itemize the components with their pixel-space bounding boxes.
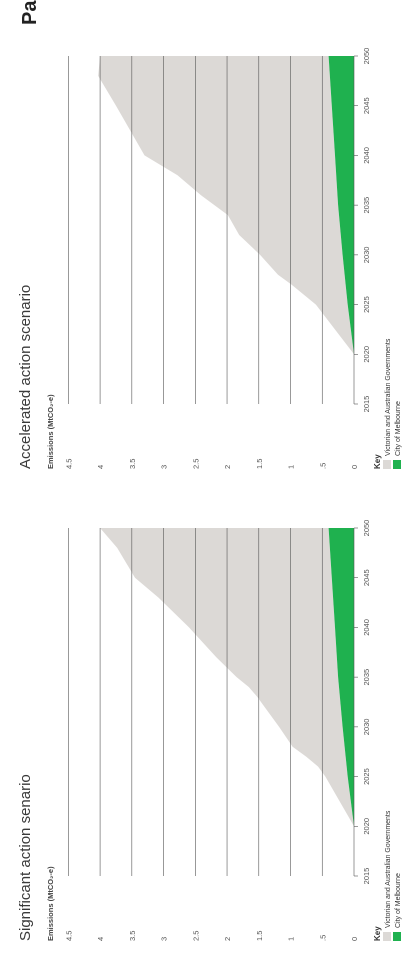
legend-swatch-victorian-australian-governments [383, 932, 391, 941]
y-tick-label: 1.5 [255, 459, 264, 469]
y-tick-label: 1 [287, 465, 296, 469]
y-tick-label: 2 [223, 465, 232, 469]
x-tick-label: 2025 [362, 296, 371, 313]
y-tick-label: 2.5 [191, 931, 200, 941]
x-tick-label: 2015 [362, 868, 371, 885]
legend-label: City of Melbourne [395, 401, 402, 456]
x-tick-label: 2020 [362, 818, 371, 835]
y-tick-label: 3 [160, 937, 169, 941]
x-tick-label: 2030 [362, 247, 371, 264]
x-tick-label: 2020 [362, 346, 371, 363]
y-tick-label: 1.5 [255, 931, 264, 941]
legend-title: Key [373, 454, 382, 469]
y-tick-label: 0 [350, 465, 359, 469]
y-axis-label: Emissions (MtCO₂-e) [46, 866, 55, 941]
x-tick-label: 2030 [362, 719, 371, 736]
x-tick-label: 2035 [362, 669, 371, 686]
y-tick-label: 3.5 [128, 931, 137, 941]
y-tick-label: 4 [96, 937, 105, 941]
y-tick-label: .5 [318, 463, 327, 469]
x-tick-label: 2025 [362, 768, 371, 785]
legend-swatch-city-of-melbourne [393, 932, 401, 941]
x-tick-label: 2040 [362, 147, 371, 164]
legend-label: Victorian and Australian Governments [385, 338, 392, 456]
legend-title: Key [373, 926, 382, 941]
legend-label: City of Melbourne [395, 873, 402, 928]
y-tick-label: .5 [318, 935, 327, 941]
legend-swatch-city-of-melbourne [393, 460, 401, 469]
page-heading-fragment: Pa [19, 0, 41, 25]
area-series-city-of-melbourne [328, 56, 354, 355]
legend-label: Victorian and Australian Governments [385, 810, 392, 928]
x-tick-label: 2050 [362, 520, 371, 537]
y-tick-label: 2.5 [191, 459, 200, 469]
area-series-victorian-australian-governments [98, 56, 354, 355]
area-series-city-of-melbourne [328, 528, 354, 827]
x-tick-label: 2050 [362, 48, 371, 65]
x-tick-label: 2045 [362, 97, 371, 114]
chart-title: Accelerated action scenario [17, 285, 34, 469]
y-tick-label: 0 [350, 937, 359, 941]
y-tick-label: 3 [160, 465, 169, 469]
y-axis-label: Emissions (MtCO₂-e) [46, 394, 55, 469]
x-tick-label: 2035 [362, 197, 371, 214]
y-tick-label: 4.5 [64, 931, 73, 941]
y-tick-label: 2 [223, 937, 232, 941]
y-tick-label: 4.5 [64, 459, 73, 469]
x-tick-label: 2040 [362, 619, 371, 636]
y-tick-label: 3.5 [128, 459, 137, 469]
chart-title: Significant action senario [17, 774, 34, 941]
y-tick-label: 1 [287, 937, 296, 941]
x-tick-label: 2015 [362, 396, 371, 413]
y-tick-label: 4 [96, 465, 105, 469]
x-tick-label: 2045 [362, 569, 371, 586]
legend-swatch-victorian-australian-governments [383, 460, 391, 469]
